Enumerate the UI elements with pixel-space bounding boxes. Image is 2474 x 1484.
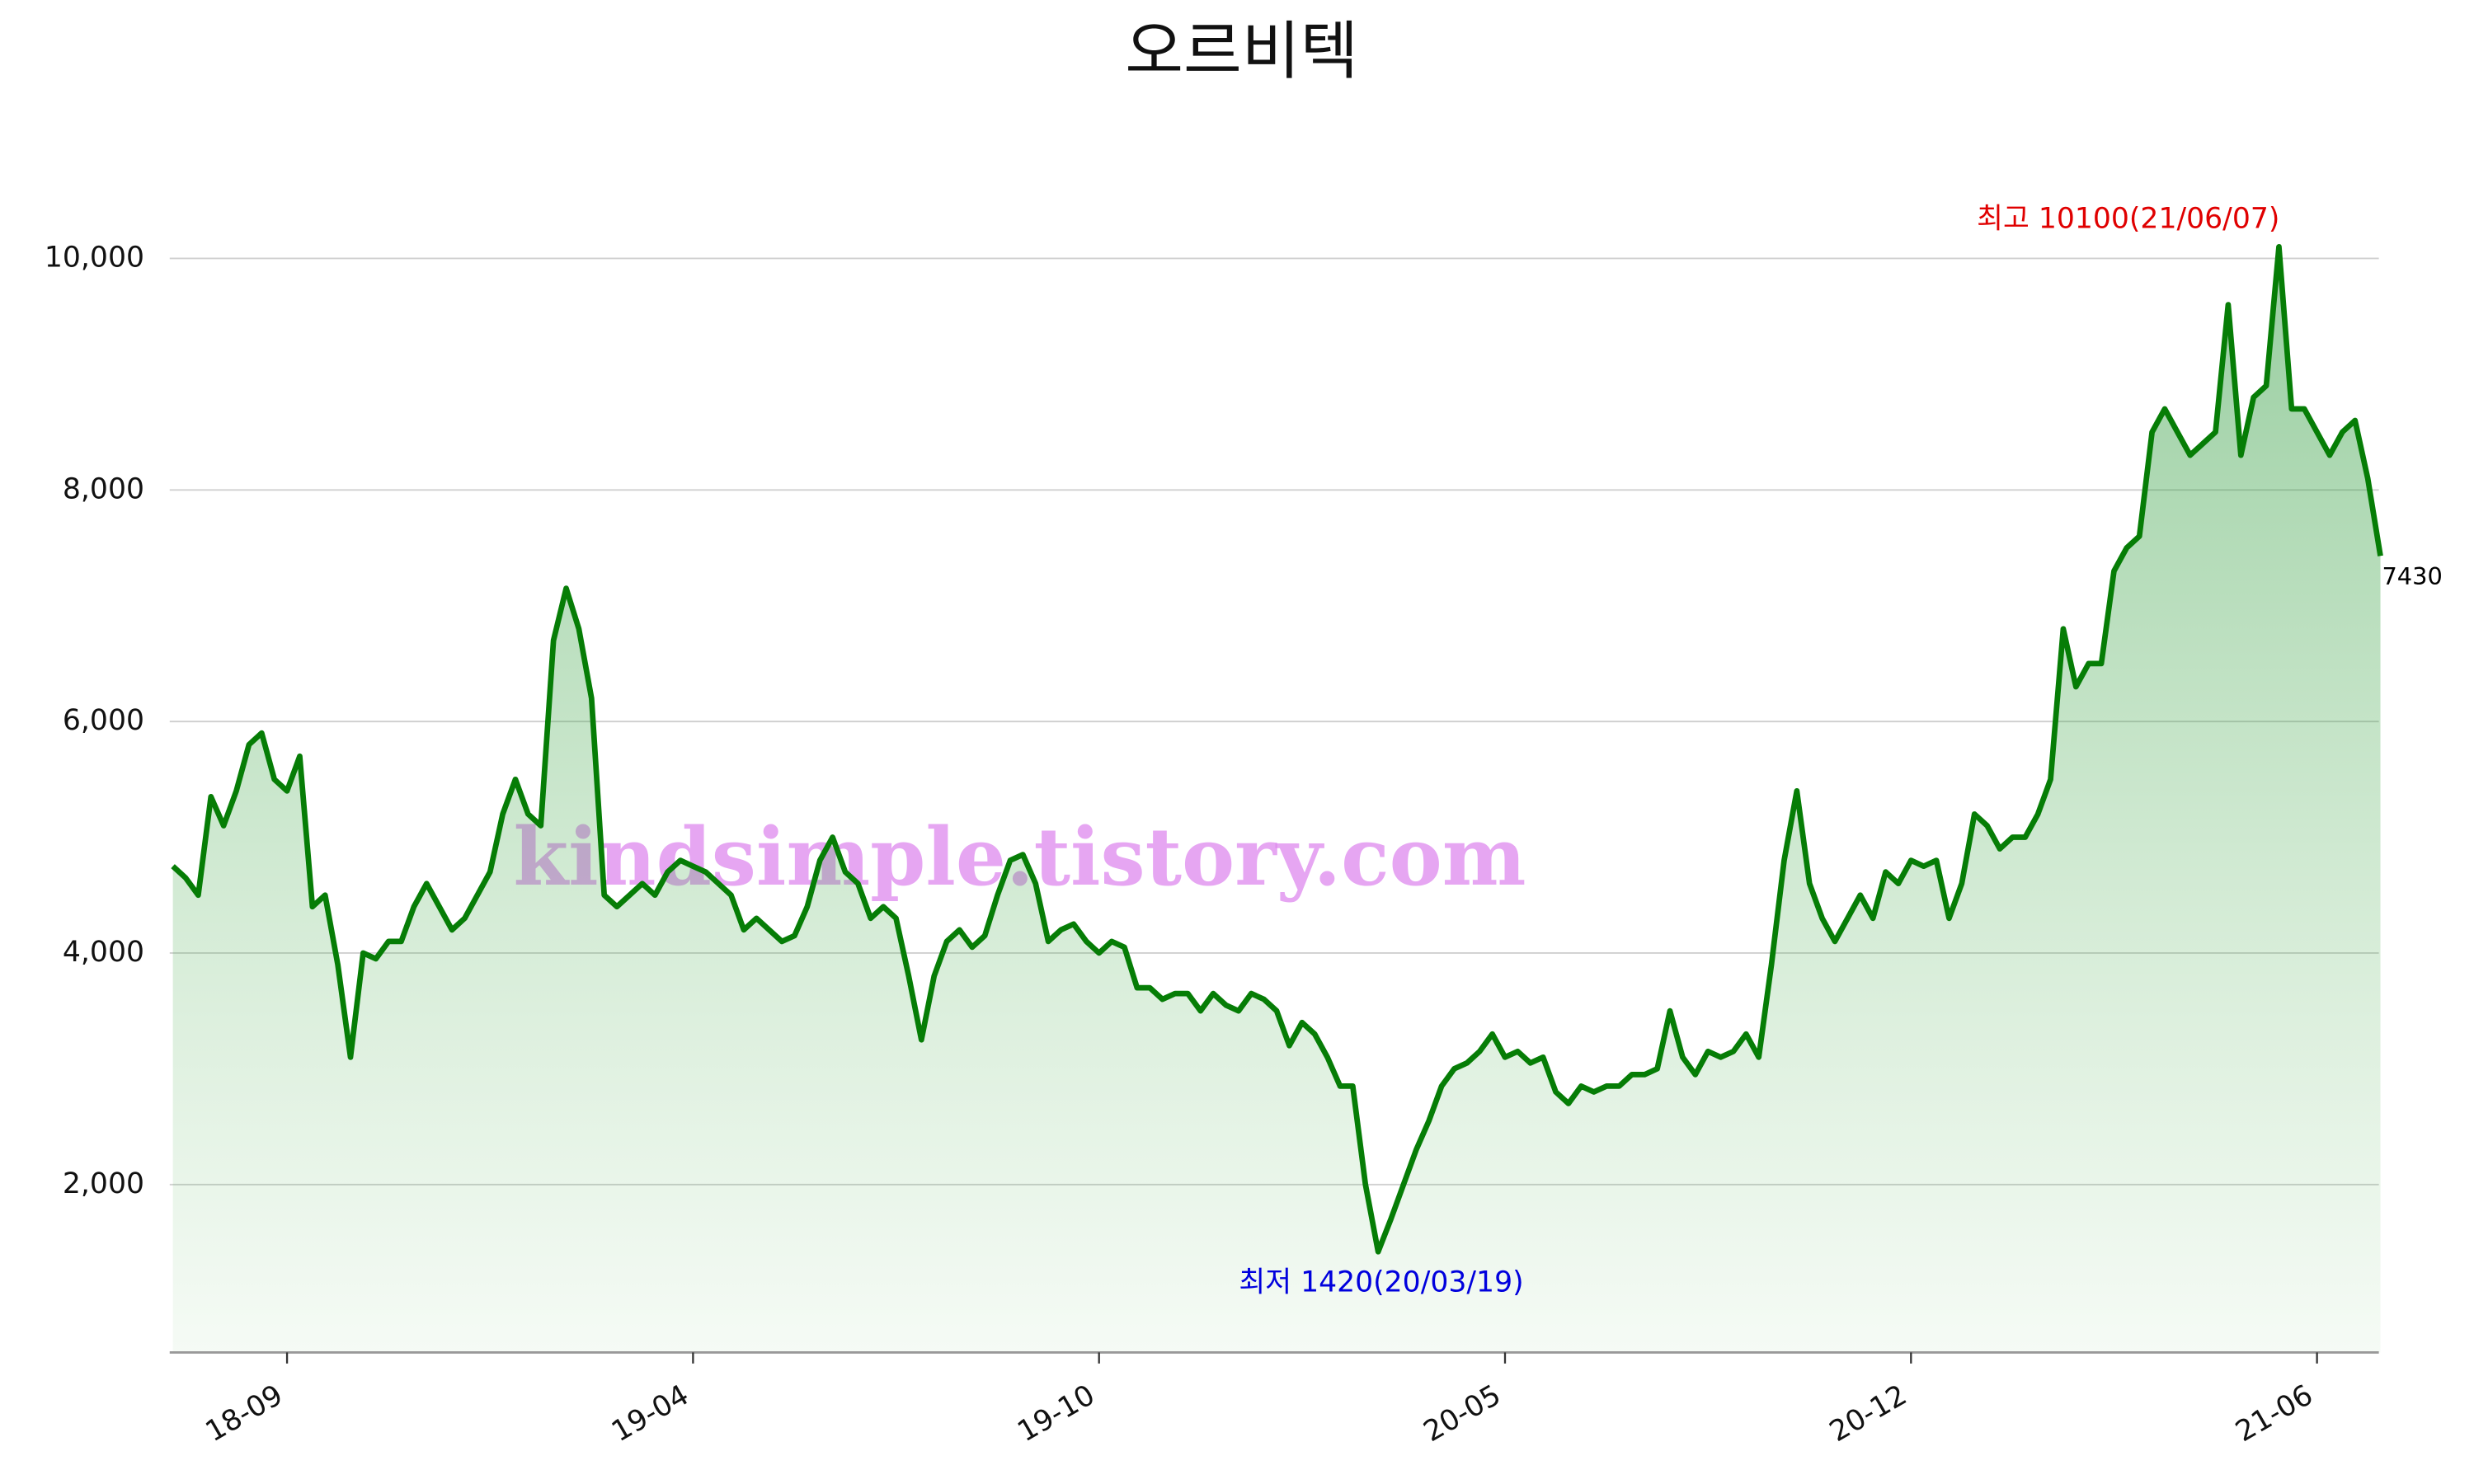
y-tick-label: 2,000: [63, 1167, 144, 1200]
line: [171, 244, 2383, 1255]
chart-title: 오르비텍: [1125, 15, 1358, 88]
max-annotation: 최고 10100(21/06/07): [1977, 203, 2279, 236]
last-value-label: 7430: [2382, 562, 2442, 590]
area: [172, 247, 2381, 1353]
y-tick-label: 6,000: [63, 704, 144, 737]
y-tick-label: 4,000: [63, 936, 144, 969]
y-tick-label: 10,000: [45, 241, 144, 274]
min-annotation: 최저 1420(20/03/19): [1239, 1266, 1523, 1299]
y-tick-label: 8,000: [63, 472, 144, 505]
